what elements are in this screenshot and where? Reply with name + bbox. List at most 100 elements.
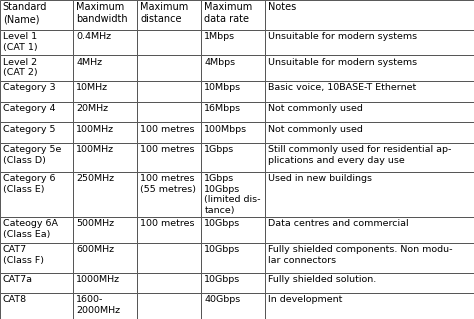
- Bar: [73, 172, 137, 217]
- Text: CAT7
(Class F): CAT7 (Class F): [3, 245, 44, 265]
- Text: Level 1
(CAT 1): Level 1 (CAT 1): [3, 32, 37, 52]
- Text: 10Gbps: 10Gbps: [204, 275, 240, 284]
- Bar: [201, 143, 265, 172]
- Bar: [137, 102, 201, 122]
- Text: 100 metres: 100 metres: [140, 125, 195, 134]
- Bar: [0, 143, 73, 172]
- Text: Maximum
distance: Maximum distance: [140, 2, 189, 24]
- Text: CAT7a: CAT7a: [3, 275, 33, 284]
- Text: Category 6
(Class E): Category 6 (Class E): [3, 174, 55, 194]
- Bar: [137, 172, 201, 217]
- Text: 100Mbps: 100Mbps: [204, 125, 247, 134]
- Bar: [0, 56, 73, 81]
- Text: Cateogy 6A
(Class Ea): Cateogy 6A (Class Ea): [3, 219, 58, 239]
- Bar: [265, 81, 474, 102]
- Bar: [265, 243, 474, 273]
- Bar: [73, 102, 137, 122]
- Text: Maximum
bandwidth: Maximum bandwidth: [76, 2, 128, 24]
- Bar: [265, 0, 474, 30]
- Bar: [0, 122, 73, 143]
- Bar: [201, 0, 265, 30]
- Text: 1Mbps: 1Mbps: [204, 32, 236, 41]
- Text: Used in new buildings: Used in new buildings: [268, 174, 372, 183]
- Bar: [73, 217, 137, 243]
- Bar: [0, 172, 73, 217]
- Bar: [265, 293, 474, 319]
- Bar: [137, 143, 201, 172]
- Text: In development: In development: [268, 295, 343, 304]
- Bar: [0, 273, 73, 293]
- Text: Standard
(Name): Standard (Name): [3, 2, 47, 24]
- Bar: [265, 30, 474, 56]
- Text: 4Mbps: 4Mbps: [204, 58, 236, 67]
- Bar: [201, 30, 265, 56]
- Bar: [73, 273, 137, 293]
- Text: Level 2
(CAT 2): Level 2 (CAT 2): [3, 58, 37, 78]
- Bar: [265, 102, 474, 122]
- Text: Not commonly used: Not commonly used: [268, 104, 363, 113]
- Text: 100MHz: 100MHz: [76, 145, 114, 154]
- Bar: [201, 217, 265, 243]
- Bar: [0, 217, 73, 243]
- Text: 10Mbps: 10Mbps: [204, 84, 241, 93]
- Bar: [201, 102, 265, 122]
- Text: 100 metres
(55 metres): 100 metres (55 metres): [140, 174, 196, 194]
- Bar: [0, 102, 73, 122]
- Bar: [73, 143, 137, 172]
- Bar: [201, 56, 265, 81]
- Text: Category 4: Category 4: [3, 104, 55, 113]
- Bar: [265, 143, 474, 172]
- Bar: [0, 293, 73, 319]
- Text: Notes: Notes: [268, 2, 297, 12]
- Text: Unsuitable for modern systems: Unsuitable for modern systems: [268, 58, 418, 67]
- Text: Maximum
data rate: Maximum data rate: [204, 2, 253, 24]
- Bar: [73, 293, 137, 319]
- Bar: [265, 56, 474, 81]
- Text: CAT8: CAT8: [3, 295, 27, 304]
- Text: 500MHz: 500MHz: [76, 219, 114, 228]
- Bar: [265, 172, 474, 217]
- Text: 10Gbps: 10Gbps: [204, 245, 240, 254]
- Bar: [0, 81, 73, 102]
- Text: 1Gbps
10Gbps
(limited dis-
tance): 1Gbps 10Gbps (limited dis- tance): [204, 174, 261, 215]
- Text: 100MHz: 100MHz: [76, 125, 114, 134]
- Bar: [0, 0, 73, 30]
- Text: Fully shielded solution.: Fully shielded solution.: [268, 275, 376, 284]
- Text: 10Gbps: 10Gbps: [204, 219, 240, 228]
- Bar: [137, 81, 201, 102]
- Text: 100 metres: 100 metres: [140, 219, 195, 228]
- Bar: [137, 273, 201, 293]
- Bar: [265, 122, 474, 143]
- Bar: [0, 30, 73, 56]
- Text: Data centres and commercial: Data centres and commercial: [268, 219, 409, 228]
- Text: 600MHz: 600MHz: [76, 245, 114, 254]
- Text: 1600-
2000MHz: 1600- 2000MHz: [76, 295, 120, 315]
- Bar: [265, 273, 474, 293]
- Text: 4MHz: 4MHz: [76, 58, 102, 67]
- Text: 1Gbps: 1Gbps: [204, 145, 235, 154]
- Text: Category 3: Category 3: [3, 84, 55, 93]
- Text: Fully shielded components. Non modu-
lar connectors: Fully shielded components. Non modu- lar…: [268, 245, 453, 265]
- Text: Category 5e
(Class D): Category 5e (Class D): [3, 145, 61, 165]
- Bar: [201, 81, 265, 102]
- Text: 40Gbps: 40Gbps: [204, 295, 240, 304]
- Bar: [73, 243, 137, 273]
- Bar: [137, 217, 201, 243]
- Bar: [201, 122, 265, 143]
- Text: 100 metres: 100 metres: [140, 145, 195, 154]
- Bar: [137, 122, 201, 143]
- Bar: [73, 81, 137, 102]
- Text: 1000MHz: 1000MHz: [76, 275, 120, 284]
- Text: Category 5: Category 5: [3, 125, 55, 134]
- Text: 20MHz: 20MHz: [76, 104, 109, 113]
- Text: 0.4MHz: 0.4MHz: [76, 32, 111, 41]
- Bar: [73, 122, 137, 143]
- Text: Unsuitable for modern systems: Unsuitable for modern systems: [268, 32, 418, 41]
- Bar: [137, 0, 201, 30]
- Text: Still commonly used for residential ap-
plications and every day use: Still commonly used for residential ap- …: [268, 145, 452, 165]
- Bar: [137, 293, 201, 319]
- Text: Not commonly used: Not commonly used: [268, 125, 363, 134]
- Bar: [201, 243, 265, 273]
- Bar: [73, 56, 137, 81]
- Bar: [73, 30, 137, 56]
